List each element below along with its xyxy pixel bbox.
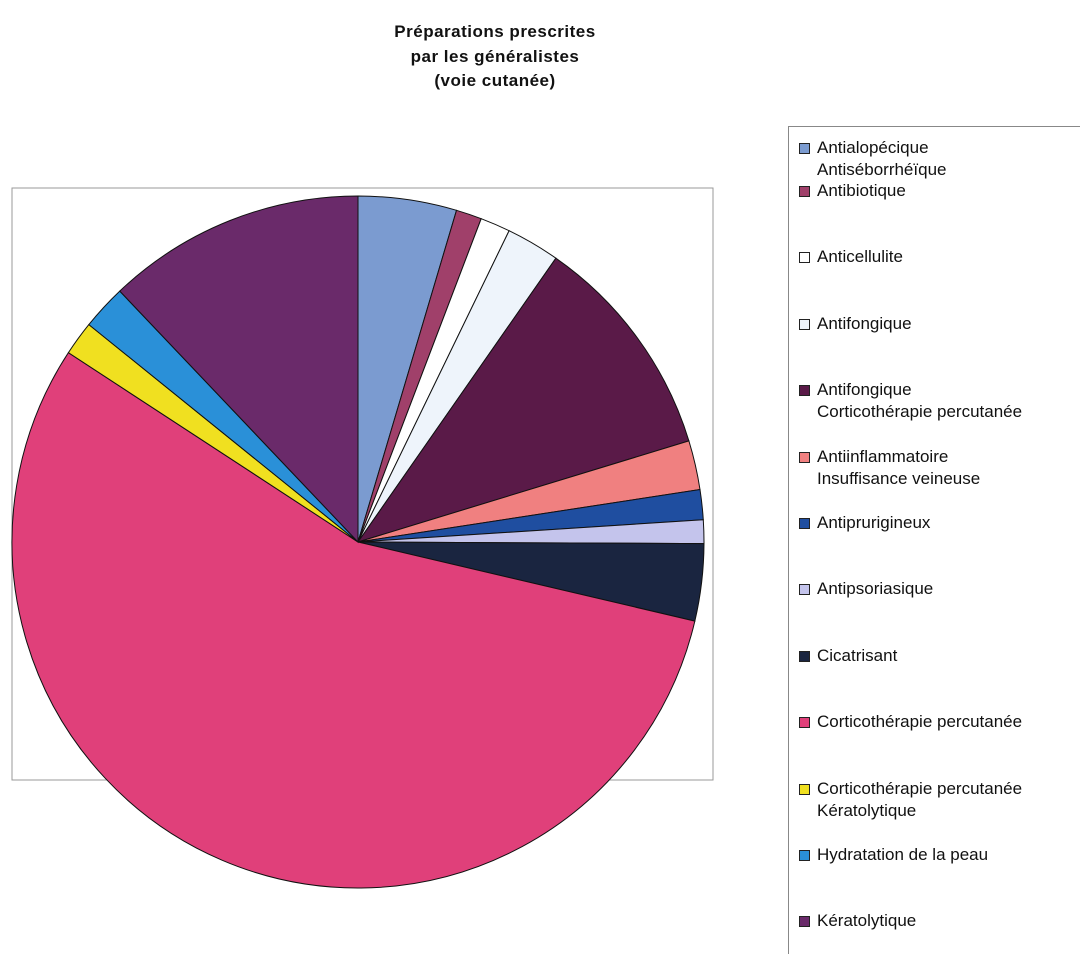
legend-label: Corticothérapie percutanée Kératolytique [817,778,1023,820]
legend-swatch [799,143,810,154]
legend-swatch [799,385,810,397]
legend-swatch [799,318,810,330]
chart [11,187,714,889]
legend-label: Anticellulite [817,247,903,267]
legend-label: Antibiotique [817,181,906,200]
legend-label: Antifongique [817,313,912,333]
legend-label: Antifongique Corticothérapie percutanée [817,380,1023,422]
legend-swatch [799,916,810,928]
pie-slice [356,257,690,543]
legend-swatch [799,850,810,861]
legend-label: Antiinflammatoire Insuffisance veineuse [817,446,981,488]
legend-swatch [799,650,810,662]
legend-swatch [799,451,810,463]
legend-swatch [799,783,810,795]
legend: Antialopécique Antiséborrhéïque Antibioti… [788,126,1080,954]
legend-label: Antiprurigineux [817,513,931,532]
pie [11,195,705,889]
pie-slice [119,195,359,544]
legend-label: Cicatrisant [817,645,898,665]
legend-label: Kératolytique [817,911,917,931]
legend-swatch [799,252,810,264]
legend-swatch [799,584,810,596]
pie-slice [11,351,696,889]
legend-swatch [799,518,810,529]
chart-title: Préparations prescrites par les générali… [394,22,596,90]
legend-swatch [799,186,810,197]
legend-label: Hydratation de la peau [817,845,989,864]
legend-swatch [799,717,810,729]
legend-label: Antipsoriasique [817,579,934,599]
legend-label: Corticothérapie percutanée [817,712,1023,732]
legend-label: Antialopécique Antiséborrhéïque [817,138,947,179]
